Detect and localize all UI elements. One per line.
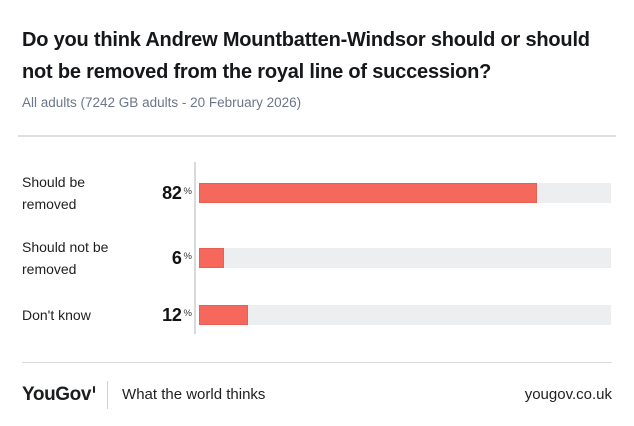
footer-tagline: What the world thinks — [122, 386, 266, 403]
bar-fill — [199, 183, 537, 203]
bar-area — [199, 183, 611, 203]
bar-fill — [199, 305, 249, 325]
bar-chart: Should be removed 82% Should not be remo… — [0, 137, 634, 362]
footer-url[interactable]: yougov.co.uk — [524, 386, 612, 403]
bar-track — [199, 305, 611, 325]
value-label: 82% — [128, 183, 194, 204]
category-label: Should not be removed — [22, 239, 109, 277]
bar-row-should-be-removed: Should be removed 82% — [0, 171, 634, 215]
value-number: 82 — [162, 182, 182, 203]
bar-area — [199, 248, 611, 268]
title-line-1: Do you think Andrew Mountbatten-Windsor … — [22, 29, 590, 51]
value-label: 12% — [128, 305, 194, 326]
category-label: Don't know — [22, 307, 91, 323]
title-line-2: not be removed from the royal line of su… — [22, 61, 492, 83]
bar-fill — [199, 248, 224, 268]
bar-row-dont-know: Don't know 12% — [0, 293, 634, 337]
header-divider — [18, 135, 616, 137]
bar-row-should-not-be-removed: Should not be removed 6% — [0, 236, 634, 280]
percent-sign: % — [183, 307, 192, 319]
value-number: 12 — [162, 304, 182, 325]
bar-track — [199, 183, 611, 203]
yougov-logo-tick-icon — [93, 385, 96, 393]
value-number: 6 — [171, 247, 182, 268]
footer-divider — [22, 362, 612, 363]
footer-vertical-divider — [107, 380, 109, 409]
page-title: Do you think Andrew Mountbatten-Windsor … — [22, 24, 612, 88]
yougov-logo-text: YouGov — [22, 383, 92, 405]
sample-subtitle: All adults (7242 GB adults - 20 February… — [22, 95, 302, 110]
percent-sign: % — [183, 250, 192, 262]
value-label: 6% — [128, 248, 194, 269]
percent-sign: % — [183, 185, 192, 197]
bar-area — [199, 305, 611, 325]
y-axis-line — [194, 162, 196, 334]
yougov-logo: YouGov — [22, 383, 96, 406]
header: Do you think Andrew Mountbatten-Windsor … — [0, 0, 634, 112]
category-label: Should be removed — [22, 174, 86, 212]
footer: YouGov What the world thinks yougov.co.u… — [0, 363, 634, 426]
bar-track — [199, 248, 611, 268]
